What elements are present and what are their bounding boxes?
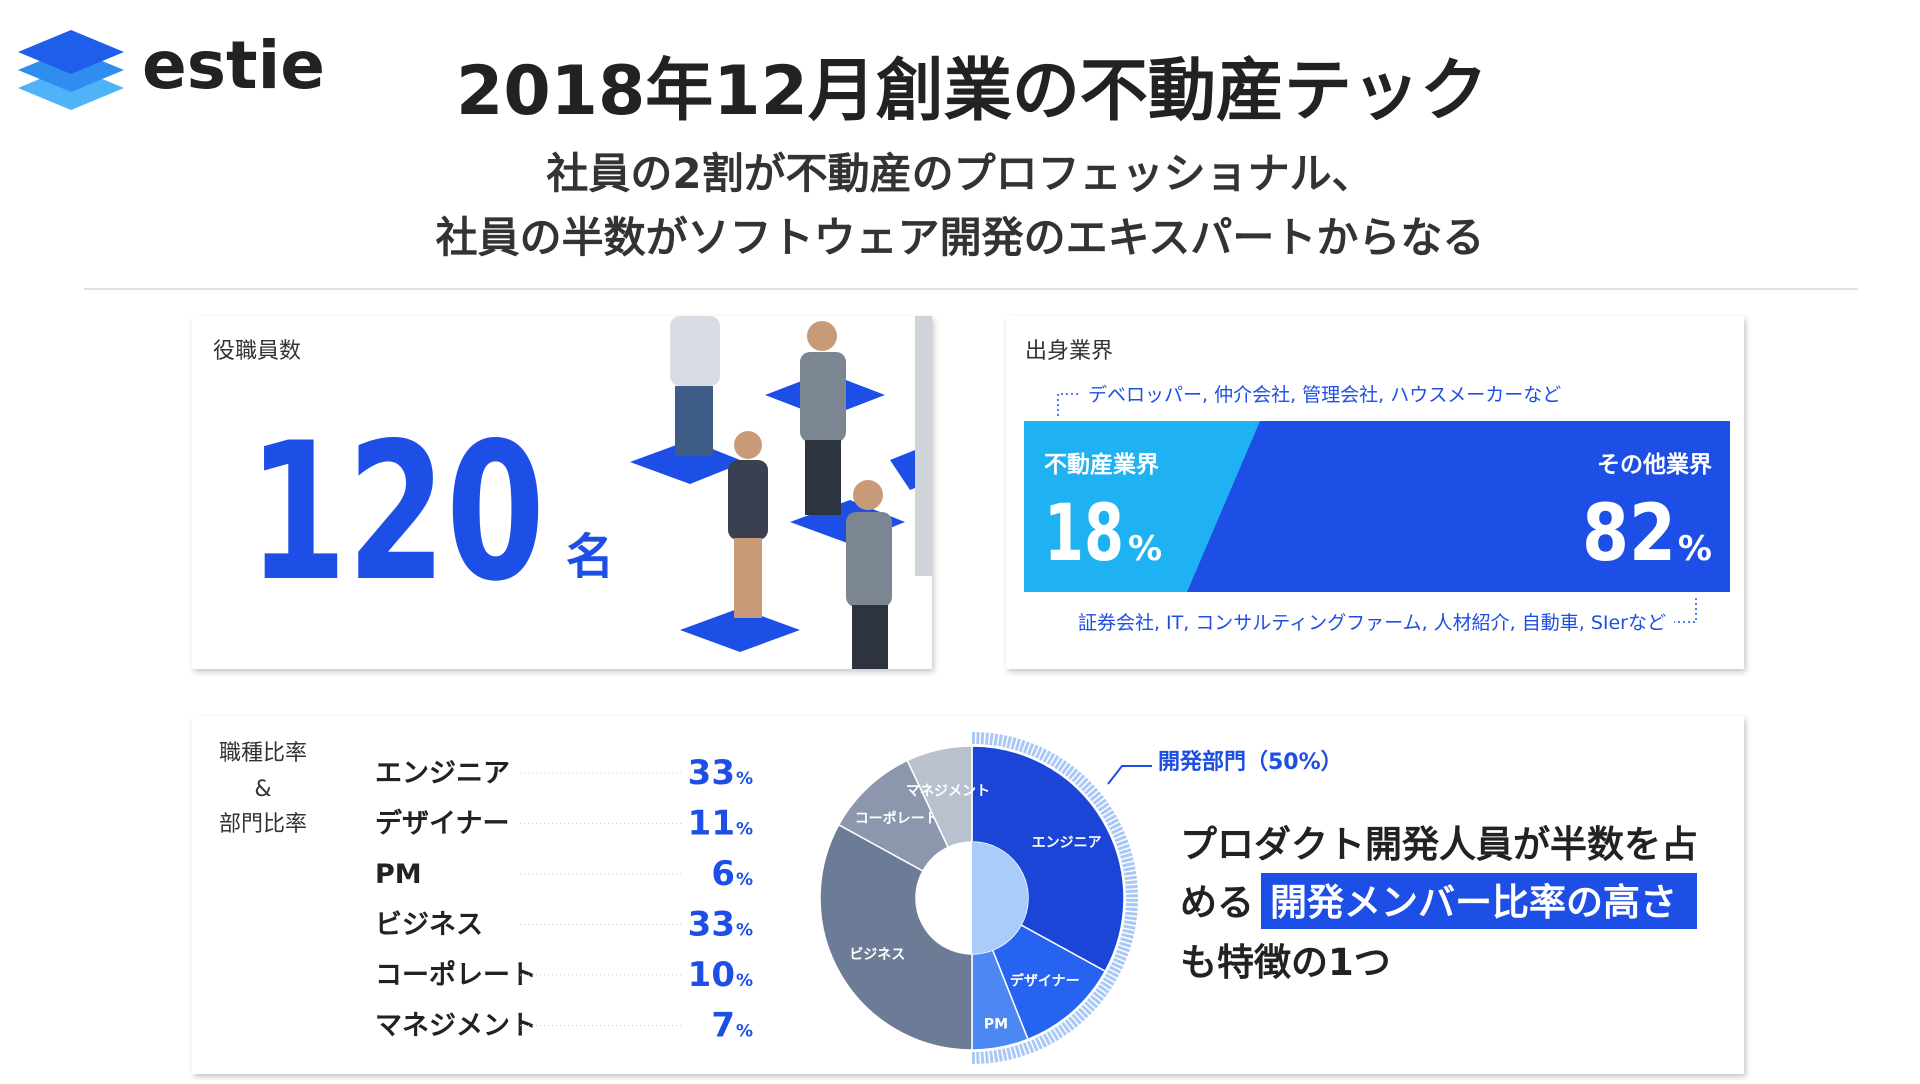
pie-slice [906, 745, 973, 849]
role-value: 10 [688, 955, 735, 995]
pie-slice [819, 823, 973, 1051]
slice-label: ビジネス [849, 947, 905, 963]
logo-text: estie [142, 27, 325, 104]
industry-note: デベロッパー, 仲介会社, 管理会社, ハウスメーカーなど [1088, 384, 1561, 406]
title: 2018年12月創業の不動産テック [456, 52, 1488, 131]
slice-label: エンジニア [1032, 835, 1102, 851]
industry-note: 証券会社, IT, コンサルティングファーム, 人材紹介, 自動車, SIerな… [1078, 612, 1666, 634]
industry-value: 18 [1044, 489, 1124, 579]
slice-label: PM [984, 1017, 1008, 1033]
slice-label: デザイナー [1010, 973, 1080, 990]
highlight-box [1261, 873, 1697, 929]
role-unit: % [736, 820, 753, 840]
role-unit: % [736, 1022, 753, 1042]
role-unit: % [736, 870, 753, 890]
role-value: 6 [711, 854, 735, 894]
card-label: 部門比率 [219, 812, 307, 837]
card-label: 職種比率 [219, 741, 307, 766]
card-label: & [254, 777, 271, 802]
note-bracket [1057, 393, 1080, 416]
message: プロダクト開発人員が半数を占 [1180, 823, 1698, 866]
subtitle: 社員の半数がソフトウェア開発のエキスパートからなる [436, 213, 1485, 262]
industry-value: 82 [1582, 489, 1676, 579]
role-value: 7 [711, 1006, 735, 1046]
industry-unit: % [1678, 529, 1712, 569]
subtitle: 社員の2割が不動産のプロフェッショナル、 [546, 149, 1373, 198]
logo-icon [18, 30, 124, 110]
industry-name: その他業界 [1597, 451, 1712, 478]
role-name: コーポレート [375, 960, 537, 991]
industry-unit: % [1128, 529, 1162, 569]
industry-name: 不動産業界 [1044, 451, 1159, 478]
people-illustration [630, 316, 932, 669]
role-name: マネジメント [375, 1011, 537, 1042]
role-name: PM [375, 859, 422, 890]
message-highlight: 開発メンバー比率の高さ [1270, 881, 1677, 924]
role-name: デザイナー [375, 808, 509, 840]
role-unit: % [736, 971, 753, 991]
slice-label: マネジメント [906, 784, 990, 800]
message: も特徴の1つ [1180, 941, 1391, 984]
headcount-unit: 名 [566, 529, 614, 585]
role-name: エンジニア [375, 758, 510, 789]
dev-note: 開発部門（50%） [1158, 749, 1343, 775]
card-label: 役職員数 [213, 339, 301, 364]
dev-leader [1107, 765, 1152, 785]
role-value: 11 [688, 804, 735, 844]
card-label: 出身業界 [1025, 339, 1113, 364]
dev-ring [971, 732, 1138, 1064]
slice-label: コーポレート [855, 810, 939, 827]
role-name: ビジネス [375, 910, 483, 941]
role-unit: % [736, 769, 753, 789]
message: める [1180, 881, 1254, 924]
headcount-value: 120 [248, 402, 545, 623]
donut-hole-half [972, 842, 1028, 954]
industry-bar-real-estate [1024, 421, 1260, 592]
role-unit: % [736, 921, 753, 941]
role-value: 33 [688, 905, 735, 945]
role-value: 33 [688, 753, 735, 793]
